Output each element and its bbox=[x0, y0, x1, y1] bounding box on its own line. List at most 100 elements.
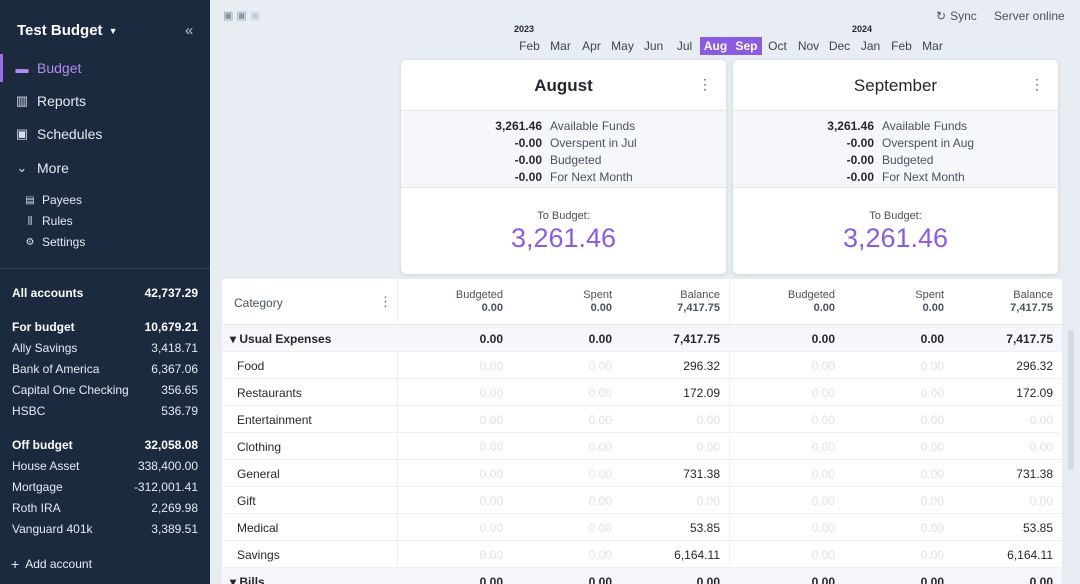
scrollbar[interactable] bbox=[1068, 330, 1074, 470]
month-button[interactable]: Jan bbox=[860, 39, 881, 53]
more-vertical-icon[interactable]: ⋮ bbox=[1030, 76, 1044, 92]
category-header: Category bbox=[234, 296, 283, 310]
budgeted-cell[interactable]: 0.00 bbox=[479, 548, 503, 562]
category-row[interactable]: Entertainment 0.00 0.00 0.00 0.00 0.00 0.00 bbox=[222, 406, 1062, 433]
summary-row: 3,261.46 Available Funds bbox=[733, 117, 1058, 134]
category-name[interactable]: Medical bbox=[237, 521, 278, 535]
category-name[interactable]: Savings bbox=[237, 548, 280, 562]
balance-cell: 53.85 bbox=[1022, 521, 1053, 535]
nav-payees[interactable]: ▤ Payees bbox=[0, 190, 210, 210]
all-accounts[interactable]: All accounts 42,737.29 bbox=[12, 283, 198, 303]
spent-cell: 0.00 bbox=[588, 440, 612, 454]
account-item[interactable]: House Asset 338,400.00 bbox=[12, 456, 198, 476]
account-item[interactable]: Roth IRA 2,269.98 bbox=[12, 498, 198, 518]
off-budget-group[interactable]: Off budget 32,058.08 bbox=[12, 435, 198, 455]
expand-caret-icon[interactable]: ▾ bbox=[230, 332, 240, 346]
collapse-sidebar-icon[interactable]: « bbox=[185, 22, 194, 39]
account-item[interactable]: Bank of America 6,367.06 bbox=[12, 359, 198, 379]
budgeted-cell[interactable]: 0.00 bbox=[479, 359, 503, 373]
month-button[interactable]: Mar bbox=[550, 39, 571, 53]
budgeted-cell[interactable]: 0.00 bbox=[811, 575, 835, 584]
category-row[interactable]: Savings 0.00 0.00 6,164.11 0.00 0.00 6,164.11 bbox=[222, 541, 1062, 568]
budgeted-cell[interactable]: 0.00 bbox=[811, 386, 835, 400]
category-group-row[interactable]: ▾ Usual Expenses 0.00 0.00 7,417.75 0.00 0.00… bbox=[222, 325, 1062, 352]
account-item[interactable]: Mortgage -312,001.41 bbox=[12, 477, 198, 497]
month-button[interactable]: Mar bbox=[922, 39, 943, 53]
category-name[interactable]: Gift bbox=[237, 494, 256, 508]
calendar-icon[interactable]: ▣ bbox=[236, 10, 247, 22]
nav-settings[interactable]: ⚙ Settings bbox=[0, 232, 210, 252]
budgeted-cell[interactable]: 0.00 bbox=[479, 440, 503, 454]
header-total: 0.00 bbox=[481, 302, 503, 314]
account-item[interactable]: HSBC 536.79 bbox=[12, 401, 198, 421]
add-account-button[interactable]: + Add account bbox=[11, 556, 92, 572]
account-item[interactable]: Ally Savings 3,418.71 bbox=[12, 338, 198, 358]
category-name[interactable]: Clothing bbox=[237, 440, 281, 454]
budgeted-cell[interactable]: 0.00 bbox=[479, 467, 503, 481]
category-row[interactable]: General 0.00 0.00 731.38 0.00 0.00 731.38 bbox=[222, 460, 1062, 487]
budgeted-cell[interactable]: 0.00 bbox=[811, 413, 835, 427]
budgeted-cell[interactable]: 0.00 bbox=[479, 386, 503, 400]
more-vertical-icon[interactable]: ⋮ bbox=[698, 76, 712, 92]
month-button[interactable]: Nov bbox=[797, 39, 820, 53]
category-name[interactable]: General bbox=[237, 467, 280, 481]
for-budget-balance: 10,679.21 bbox=[144, 320, 198, 334]
category-row[interactable]: Food 0.00 0.00 296.32 0.00 0.00 296.32 bbox=[222, 352, 1062, 379]
category-row[interactable]: Restaurants 0.00 0.00 172.09 0.00 0.00 172.09 bbox=[222, 379, 1062, 406]
calendar-icon[interactable]: ▣ bbox=[223, 10, 234, 22]
account-item[interactable]: Vanguard 401k 3,389.51 bbox=[12, 519, 198, 539]
month-button-selected[interactable]: Sep bbox=[731, 37, 762, 55]
category-name[interactable]: Restaurants bbox=[237, 386, 302, 400]
month-button[interactable]: Feb bbox=[519, 39, 540, 53]
nav-budget[interactable]: ▬ Budget bbox=[0, 54, 210, 82]
month-button[interactable]: Dec bbox=[828, 39, 851, 53]
month-button[interactable]: Apr bbox=[582, 39, 601, 53]
budgeted-cell[interactable]: 0.00 bbox=[811, 332, 835, 346]
category-name[interactable]: Entertainment bbox=[237, 413, 312, 427]
header-total: 0.00 bbox=[813, 302, 835, 314]
more-vertical-icon[interactable]: ⋮ bbox=[379, 294, 392, 309]
budgeted-cell[interactable]: 0.00 bbox=[811, 359, 835, 373]
group-name[interactable]: ▾ Usual Expenses bbox=[230, 332, 331, 346]
budgeted-cell[interactable]: 0.00 bbox=[479, 521, 503, 535]
budgeted-cell[interactable]: 0.00 bbox=[811, 548, 835, 562]
month-button-selected[interactable]: Aug bbox=[700, 37, 731, 55]
sync-button[interactable]: ↻ Sync bbox=[936, 9, 977, 23]
budgeted-cell[interactable]: 0.00 bbox=[479, 575, 503, 584]
budgeted-cell[interactable]: 0.00 bbox=[479, 413, 503, 427]
budgeted-cell[interactable]: 0.00 bbox=[811, 494, 835, 508]
budget-name-menu[interactable]: Test Budget ▼ bbox=[17, 22, 117, 39]
header-label: Spent bbox=[583, 289, 612, 301]
to-budget-amount[interactable]: 3,261.46 bbox=[510, 223, 617, 253]
budgeted-cell[interactable]: 0.00 bbox=[811, 467, 835, 481]
category-row[interactable]: Clothing 0.00 0.00 0.00 0.00 0.00 0.00 bbox=[222, 433, 1062, 460]
nav-more[interactable]: ⌄ More bbox=[0, 154, 210, 182]
group-name[interactable]: ▾ Bills bbox=[230, 575, 265, 584]
rules-icon: ⫼ bbox=[27, 215, 33, 227]
category-group-row[interactable]: ▾ Bills 0.00 0.00 0.00 0.00 0.00 0.00 bbox=[222, 568, 1062, 584]
calendar-icon[interactable]: ▣ bbox=[249, 10, 261, 22]
for-budget-group[interactable]: For budget 10,679.21 bbox=[12, 317, 198, 337]
category-row[interactable]: Gift 0.00 0.00 0.00 0.00 0.00 0.00 bbox=[222, 487, 1062, 514]
budgeted-cell[interactable]: 0.00 bbox=[479, 332, 503, 346]
nav-schedules[interactable]: ▣ Schedules bbox=[0, 120, 210, 148]
budgeted-cell[interactable]: 0.00 bbox=[811, 521, 835, 535]
spent-cell: 0.00 bbox=[920, 413, 944, 427]
month-button[interactable]: Oct bbox=[768, 39, 787, 53]
to-budget-amount[interactable]: 3,261.46 bbox=[842, 223, 949, 253]
header-label: Spent bbox=[915, 289, 944, 301]
month-button[interactable]: Jun bbox=[643, 39, 664, 53]
budgeted-cell[interactable]: 0.00 bbox=[811, 440, 835, 454]
calendar-icon: ▣ bbox=[15, 126, 29, 141]
month-button[interactable]: May bbox=[611, 39, 634, 53]
category-row[interactable]: Medical 0.00 0.00 53.85 0.00 0.00 53.85 bbox=[222, 514, 1062, 541]
nav-rules[interactable]: ⫼ Rules bbox=[0, 211, 210, 231]
account-item[interactable]: Capital One Checking 356.65 bbox=[12, 380, 198, 400]
month-button[interactable]: Feb bbox=[891, 39, 912, 53]
nav-reports[interactable]: ▥ Reports bbox=[0, 87, 210, 115]
expand-caret-icon[interactable]: ▾ bbox=[230, 575, 240, 584]
category-name[interactable]: Food bbox=[237, 359, 264, 373]
month-button[interactable]: Jul bbox=[676, 39, 693, 53]
server-status[interactable]: Server online bbox=[994, 9, 1065, 23]
budgeted-cell[interactable]: 0.00 bbox=[479, 494, 503, 508]
